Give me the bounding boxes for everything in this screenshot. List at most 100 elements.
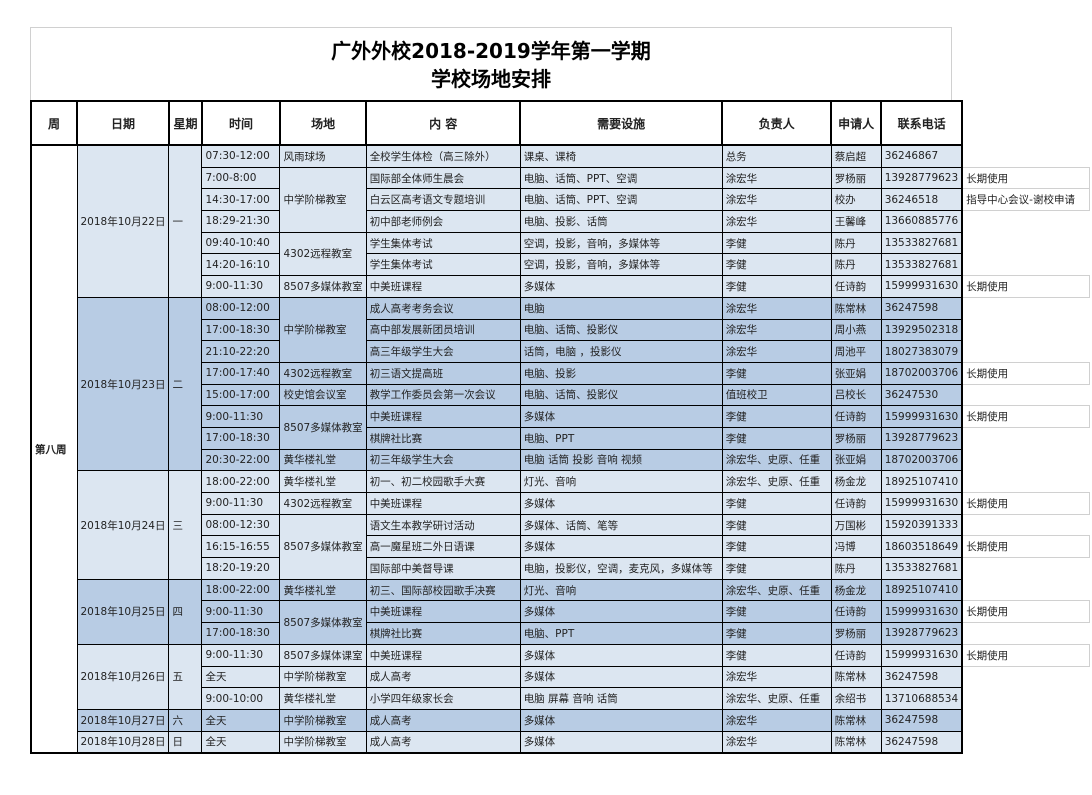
content-cell: 小学四年级家长会 <box>365 687 521 710</box>
owner-cell: 涂宏华 <box>721 665 832 689</box>
venue-cell: 黄华楼礼堂 <box>279 448 367 472</box>
content-cell: 全校学生体检（高三除外） <box>365 144 521 168</box>
time-cell: 17:00-18:30 <box>201 318 281 342</box>
time-cell: 9:00-11:30 <box>201 405 281 428</box>
weekday-cell: 三 <box>168 470 203 580</box>
phone-cell: 15920391333 <box>880 513 964 537</box>
table-row: 17:00-17:40 4302远程教室 初三语文提高班 电脑、投影 李健 张亚娟 1870… <box>31 361 1091 385</box>
owner-cell: 李健 <box>721 622 832 645</box>
phone-cell: 15999931630 <box>880 492 964 515</box>
date-cell: 2018年10月27日 <box>76 708 170 732</box>
note-cell: 长期使用 <box>962 361 1091 385</box>
weekday-cell: 二 <box>168 296 203 472</box>
applicant-cell: 张亚娟 <box>830 361 882 385</box>
content-cell: 成人高考 <box>365 708 521 732</box>
note-cell: 长期使用 <box>962 535 1091 559</box>
time-cell: 17:00-18:30 <box>201 622 281 645</box>
phone-cell: 36247598 <box>880 665 964 689</box>
content-cell: 学生集体考试 <box>365 231 521 255</box>
owner-cell: 李健 <box>721 405 832 428</box>
owner-cell: 李健 <box>721 253 832 277</box>
owner-cell: 涂宏华 <box>721 166 832 190</box>
time-cell: 07:30-12:00 <box>201 144 281 168</box>
applicant-cell: 万国彬 <box>830 513 882 537</box>
content-cell: 初中部老师例会 <box>365 210 521 233</box>
column-header: 周 <box>30 100 78 146</box>
empty-note-cell <box>962 145 1090 168</box>
weekday-cell: 六 <box>168 708 203 732</box>
equipment-cell: 多媒体、话筒、笔等 <box>519 513 723 537</box>
date-cell: 2018年10月25日 <box>76 578 170 645</box>
time-cell: 21:10-22:20 <box>201 340 281 363</box>
empty-note-cell <box>962 579 1090 601</box>
table-row: 2018年10月26日五 9:00-11:30 8507多媒体课室 中美班课程 多媒体李… <box>31 643 1091 710</box>
table-row: 9:00-10:00 黄华楼礼堂 小学四年级家长会 电脑 屏幕 音响 话筒 涂宏华、史原… <box>31 687 1090 710</box>
table-row: 2018年10月24日三 18:00-22:00 黄华楼礼堂 初一、初二校园歌手大赛灯… <box>31 470 1090 580</box>
empty-note-cell <box>962 557 1090 580</box>
applicant-cell: 杨金龙 <box>830 470 882 493</box>
header-row: 周日期 星期 时间 场地内 容需要设施 负责人 申请人 联系电话 <box>30 100 1090 146</box>
equipment-cell: 课桌、课椅 <box>519 144 723 168</box>
applicant-cell: 杨金龙 <box>830 578 882 602</box>
applicant-cell: 任诗韵 <box>830 492 882 515</box>
venue-cell: 8507多媒体教室 <box>279 513 367 580</box>
venue-cell: 黄华楼礼堂 <box>279 687 367 710</box>
empty-note-cell <box>962 427 1090 450</box>
content-cell: 中美班课程 <box>365 405 521 428</box>
time-cell: 08:00-12:30 <box>201 513 281 537</box>
table-row: 14:20-16:10 学生集体考试 空调，投影，音响，多媒体等 李健 陈丹 135338… <box>31 253 1090 277</box>
content-cell: 语文生本教学研讨活动 <box>365 513 521 537</box>
venue-cell: 4302远程教室 <box>279 231 367 277</box>
owner-cell: 涂宏华 <box>721 210 832 233</box>
applicant-cell: 罗杨丽 <box>830 166 882 190</box>
venue-cell: 中学阶梯教室 <box>279 730 367 755</box>
equipment-cell: 话筒，电脑 ，投影仪 <box>519 340 723 363</box>
table-row: 2018年10月23日二 08:00-12:00 中学阶梯教室 成人高考考务会议 电脑涂… <box>31 296 1090 472</box>
venue-cell: 风雨球场 <box>279 144 367 168</box>
equipment-cell: 电脑、话筒、投影仪 <box>519 383 723 407</box>
table-row: 9:00-11:30 8507多媒体教室 中美班课程 多媒体 李健 任诗韵 15999931… <box>31 600 1091 645</box>
equipment-cell: 灯光、音响 <box>519 578 723 602</box>
content-cell: 棋牌社比赛 <box>365 622 521 645</box>
content-cell: 初一、初二校园歌手大赛 <box>365 470 521 493</box>
owner-cell: 李健 <box>721 535 832 559</box>
applicant-cell: 陈丹 <box>830 231 882 255</box>
venue-cell: 4302远程教室 <box>279 361 367 385</box>
time-cell: 20:30-22:00 <box>201 448 281 472</box>
phone-cell: 13928779623 <box>880 426 964 450</box>
table-row: 16:15-16:55 高一魔星班二外日语课 多媒体 李健 冯博 18603518649 长… <box>31 535 1091 559</box>
sheet-title: 广外外校2018-2019学年第一学期 学校场地安排 <box>30 27 952 101</box>
applicant-cell: 冯博 <box>830 535 882 559</box>
venue-cell: 黄华楼礼堂 <box>279 578 367 602</box>
applicant-cell: 陈常林 <box>830 296 882 320</box>
owner-cell: 涂宏华 <box>721 730 832 755</box>
venue-cell: 8507多媒体教室 <box>279 405 367 450</box>
owner-cell: 李健 <box>721 231 832 255</box>
owner-cell: 李健 <box>721 361 832 385</box>
column-header: 日期 <box>76 100 170 146</box>
column-header: 联系电话 <box>880 100 964 146</box>
applicant-cell: 陈常林 <box>830 665 882 689</box>
empty-note-cell <box>962 210 1090 233</box>
equipment-cell: 多媒体 <box>519 643 723 667</box>
equipment-cell: 电脑 <box>519 296 723 320</box>
content-cell: 高一魔星班二外日语课 <box>365 535 521 559</box>
applicant-cell: 校办 <box>830 188 882 212</box>
time-cell: 9:00-11:30 <box>201 275 281 298</box>
phone-cell: 13533827681 <box>880 231 964 255</box>
venue-cell: 8507多媒体教室 <box>279 275 367 298</box>
note-cell: 长期使用 <box>962 643 1091 667</box>
owner-cell: 涂宏华 <box>721 340 832 363</box>
column-header: 场地 <box>278 100 368 146</box>
empty-note-cell <box>962 449 1090 471</box>
equipment-cell: 多媒体 <box>519 405 723 428</box>
time-cell: 全天 <box>201 708 281 732</box>
owner-cell: 李健 <box>721 513 832 537</box>
empty-note-cell <box>962 319 1090 341</box>
applicant-cell: 余绍书 <box>830 687 882 710</box>
empty-note-cell <box>962 470 1090 493</box>
content-cell: 棋牌社比赛 <box>365 426 521 450</box>
column-header: 负责人 <box>721 100 833 146</box>
time-cell: 15:00-17:00 <box>201 383 281 407</box>
time-cell: 9:00-11:30 <box>201 600 281 624</box>
